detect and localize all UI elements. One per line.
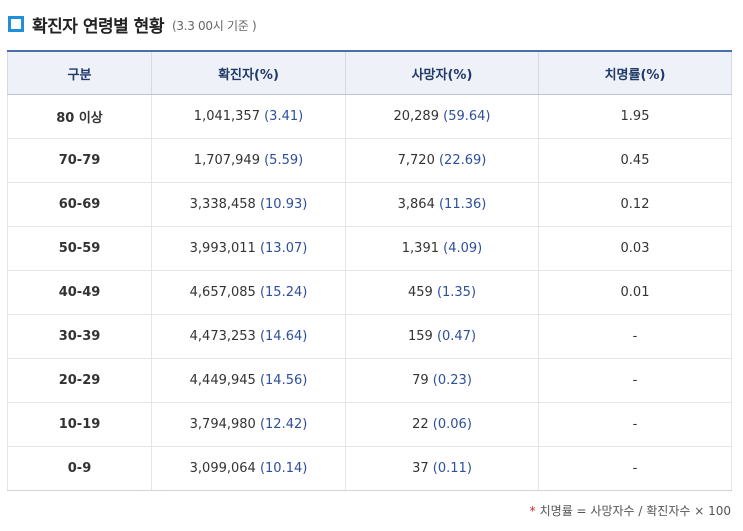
deaths-value: 79 xyxy=(412,373,429,388)
cases-cell: 4,657,085 (15.24) xyxy=(151,270,346,315)
cases-cell: 3,338,458 (10.93) xyxy=(151,182,346,227)
deaths-value: 1,391 xyxy=(401,241,439,256)
cases-value: 3,794,980 xyxy=(189,417,256,432)
fatality-rate-cell: 0.12 xyxy=(538,182,732,227)
deaths-value: 3,864 xyxy=(397,197,435,212)
cases-value: 1,707,949 xyxy=(193,153,260,168)
age-group-cell: 70-79 xyxy=(7,138,152,183)
cases-percent: (12.42) xyxy=(259,417,308,432)
deaths-percent: (11.36) xyxy=(438,197,487,212)
deaths-percent: (22.69) xyxy=(438,153,487,168)
deaths-cell: 37 (0.11) xyxy=(345,446,539,491)
fatality-rate-cell: - xyxy=(538,358,732,403)
deaths-value: 20,289 xyxy=(393,109,439,124)
cases-percent: (10.93) xyxy=(259,197,308,212)
fatality-rate-cell: - xyxy=(538,402,732,447)
cases-cell: 3,993,011 (13.07) xyxy=(151,226,346,271)
table-row: 30-39 4,473,253 (14.64) 159 (0.47) - xyxy=(7,314,732,359)
age-group-cell: 10-19 xyxy=(7,402,152,447)
table-row: 20-29 4,449,945 (14.56) 79 (0.23) - xyxy=(7,358,732,403)
footnote-text: 치명률 = 사망자수 / 확진자수 × 100 xyxy=(539,504,731,518)
cases-cell: 3,794,980 (12.42) xyxy=(151,402,346,447)
deaths-cell: 1,391 (4.09) xyxy=(345,226,539,271)
age-group-cell: 60-69 xyxy=(7,182,152,227)
cases-value: 3,338,458 xyxy=(189,197,256,212)
cases-value: 3,099,064 xyxy=(189,461,256,476)
fatality-rate-cell: 0.45 xyxy=(538,138,732,183)
square-bullet-icon xyxy=(8,16,24,32)
cases-percent: (14.56) xyxy=(259,373,308,388)
table-row: 50-59 3,993,011 (13.07) 1,391 (4.09) 0.03 xyxy=(7,226,732,271)
cases-cell: 1,707,949 (5.59) xyxy=(151,138,346,183)
table-row: 70-79 1,707,949 (5.59) 7,720 (22.69) 0.45 xyxy=(7,138,732,183)
deaths-percent: (0.23) xyxy=(432,373,472,388)
deaths-value: 7,720 xyxy=(397,153,435,168)
cases-percent: (13.07) xyxy=(259,241,308,256)
age-group-cell: 30-39 xyxy=(7,314,152,359)
column-header-cases: 확진자(%) xyxy=(151,50,346,95)
fatality-rate-cell: - xyxy=(538,314,732,359)
deaths-value: 159 xyxy=(407,329,433,344)
age-group-cell: 20-29 xyxy=(7,358,152,403)
table-row: 0-9 3,099,064 (10.14) 37 (0.11) - xyxy=(7,446,732,491)
cases-cell: 4,473,253 (14.64) xyxy=(151,314,346,359)
cases-percent: (5.59) xyxy=(264,153,304,168)
cases-value: 4,657,085 xyxy=(189,285,256,300)
table-row: 10-19 3,794,980 (12.42) 22 (0.06) - xyxy=(7,402,732,447)
section-header: 확진자 연령별 현황 (3.3 00시 기준 ) xyxy=(8,11,257,37)
cases-value: 4,473,253 xyxy=(189,329,256,344)
deaths-cell: 79 (0.23) xyxy=(345,358,539,403)
deaths-percent: (0.06) xyxy=(432,417,472,432)
deaths-percent: (0.47) xyxy=(436,329,477,344)
deaths-cell: 20,289 (59.64) xyxy=(345,94,539,139)
age-group-cell: 50-59 xyxy=(7,226,152,271)
deaths-value: 459 xyxy=(407,285,433,300)
fatality-rate-cell: 0.01 xyxy=(538,270,732,315)
cases-percent: (15.24) xyxy=(259,285,308,300)
cases-value: 3,993,011 xyxy=(189,241,256,256)
cases-percent: (10.14) xyxy=(259,461,308,476)
deaths-cell: 3,864 (11.36) xyxy=(345,182,539,227)
fatality-rate-cell: 1.95 xyxy=(538,94,732,139)
cases-cell: 3,099,064 (10.14) xyxy=(151,446,346,491)
deaths-value: 37 xyxy=(412,461,429,476)
deaths-cell: 7,720 (22.69) xyxy=(345,138,539,183)
deaths-percent: (0.11) xyxy=(432,461,472,476)
cases-percent: (3.41) xyxy=(264,109,304,124)
deaths-percent: (4.09) xyxy=(443,241,483,256)
fatality-rate-cell: - xyxy=(538,446,732,491)
footnote-marker: * xyxy=(529,504,536,518)
section-title: 확진자 연령별 현황 xyxy=(32,16,164,37)
table-header-row: 구분 확진자(%) 사망자(%) 치명률(%) xyxy=(7,50,732,95)
footnote: * 치명률 = 사망자수 / 확진자수 × 100 xyxy=(530,502,731,519)
table-row: 80 이상 1,041,357 (3.41) 20,289 (59.64) 1.95 xyxy=(7,94,732,139)
column-header-deaths: 사망자(%) xyxy=(345,50,539,95)
column-header-fatality: 치명률(%) xyxy=(538,50,732,95)
age-group-cell: 0-9 xyxy=(7,446,152,491)
cases-value: 1,041,357 xyxy=(193,109,260,124)
deaths-cell: 159 (0.47) xyxy=(345,314,539,359)
deaths-percent: (1.35) xyxy=(436,285,477,300)
cases-value: 4,449,945 xyxy=(189,373,256,388)
age-stats-table: 구분 확진자(%) 사망자(%) 치명률(%) 80 이상 1,041,357 (… xyxy=(7,50,732,491)
age-group-cell: 40-49 xyxy=(7,270,152,315)
deaths-percent: (59.64) xyxy=(443,109,491,124)
fatality-rate-cell: 0.03 xyxy=(538,226,732,271)
table-row: 60-69 3,338,458 (10.93) 3,864 (11.36) 0.12 xyxy=(7,182,732,227)
cases-cell: 1,041,357 (3.41) xyxy=(151,94,346,139)
deaths-cell: 22 (0.06) xyxy=(345,402,539,447)
deaths-value: 22 xyxy=(412,417,429,432)
cases-percent: (14.64) xyxy=(259,329,308,344)
section-subtitle: (3.3 00시 기준 ) xyxy=(171,18,257,33)
table-body: 80 이상 1,041,357 (3.41) 20,289 (59.64) 1.95 7… xyxy=(7,94,732,491)
table-row: 40-49 4,657,085 (15.24) 459 (1.35) 0.01 xyxy=(7,270,732,315)
column-header-group: 구분 xyxy=(7,50,152,95)
cases-cell: 4,449,945 (14.56) xyxy=(151,358,346,403)
age-group-cell: 80 이상 xyxy=(7,94,152,139)
deaths-cell: 459 (1.35) xyxy=(345,270,539,315)
